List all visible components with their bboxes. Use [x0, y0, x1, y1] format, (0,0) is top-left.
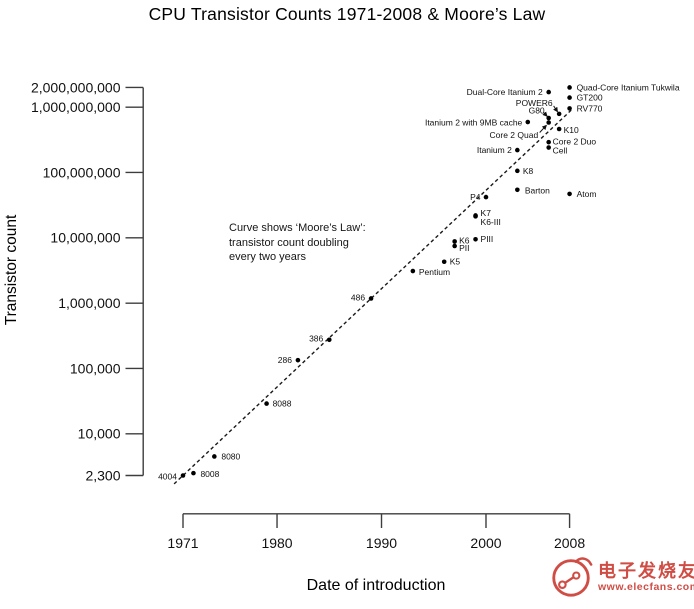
axes: 2,300 10,000 100,000 1,000,000 10,000,000 100…	[31, 79, 585, 551]
data-point	[180, 473, 186, 478]
data-point	[410, 268, 416, 274]
data-point	[191, 470, 196, 476]
annotation-line-1: Curve shows ‘Moore’s Law’:	[229, 222, 366, 234]
annotation-line-2: transistor count doubling	[229, 236, 349, 249]
point-label: K8	[523, 166, 534, 176]
point-label: 486	[351, 292, 365, 302]
data-point	[473, 214, 478, 219]
x-axis-title: Date of introduction	[306, 577, 446, 594]
y-tick-label: 2,300	[85, 467, 120, 483]
data-points	[180, 85, 572, 478]
x-tick-label: 2000	[470, 535, 501, 551]
point-label: K6	[459, 235, 470, 245]
data-point	[452, 239, 457, 244]
y-tick-label: 1,000,000,000	[31, 99, 121, 115]
data-point	[556, 126, 562, 132]
data-point	[368, 296, 374, 301]
point-label: Pentium	[419, 267, 450, 277]
point-label: RV770	[577, 103, 603, 113]
data-point	[546, 120, 551, 125]
data-point	[452, 243, 457, 249]
point-label: Barton	[525, 186, 550, 196]
watermark-url-text: www.elecfans.com	[598, 580, 694, 593]
watermark-texts: 电子发烧友 www.elecfans.com	[598, 560, 694, 593]
chart-title: CPU Transistor Counts 1971-2008 & Moore’…	[148, 4, 546, 24]
data-point	[567, 85, 572, 90]
data-point	[483, 194, 489, 200]
point-label: Core 2 Quad	[490, 130, 539, 140]
moore-law-curve	[173, 107, 574, 485]
point-label: G80	[529, 105, 545, 115]
point-label: GT200	[577, 93, 603, 103]
point-label: 8008	[200, 469, 219, 479]
data-point	[546, 115, 551, 121]
y-tick-label: 10,000,000	[50, 230, 120, 246]
point-label: K6-III	[481, 217, 501, 227]
y-tick-label: 1,000,000	[58, 295, 120, 311]
data-point	[556, 111, 562, 117]
data-point	[567, 95, 572, 100]
point-label: K7	[481, 208, 492, 218]
data-point	[567, 106, 572, 111]
x-tick-label: 2008	[554, 535, 585, 551]
point-label: 286	[278, 355, 292, 365]
x-tick-label: 1990	[366, 535, 397, 551]
elecfans-logo-icon	[552, 557, 593, 597]
data-point	[515, 187, 520, 193]
y-tick-label: 10,000	[78, 426, 121, 442]
label-arrow	[542, 111, 548, 117]
point-label: 4004	[158, 471, 177, 481]
point-label: P4	[470, 192, 481, 202]
point-label: PIII	[481, 234, 494, 244]
point-label: POWER6	[516, 98, 553, 108]
watermark-cn-text: 电子发烧友	[598, 560, 694, 581]
data-point	[515, 147, 520, 153]
data-point	[441, 259, 447, 265]
data-point	[212, 454, 217, 459]
point-label: Itanium 2	[477, 145, 512, 155]
y-tick-label: 100,000	[70, 360, 121, 376]
watermark: 电子发烧友 www.elecfans.com	[548, 554, 694, 600]
point-label: 8080	[221, 451, 240, 461]
point-label: K10	[564, 125, 579, 135]
point-label: K5	[450, 257, 461, 267]
data-point	[546, 139, 551, 145]
point-label: Atom	[577, 189, 597, 199]
y-tick-label: 2,000,000,000	[31, 79, 121, 95]
label-arrow	[539, 124, 547, 133]
data-point	[295, 357, 301, 363]
point-label: Itanium 2 with 9MB cache	[425, 117, 523, 127]
point-label: Cell	[553, 145, 568, 155]
data-point	[264, 401, 269, 406]
annotation-line-3: every two years	[229, 251, 307, 263]
data-point	[515, 168, 520, 174]
data-point	[525, 119, 531, 125]
point-label: 386	[309, 334, 323, 344]
point-label: PII	[459, 243, 469, 253]
point-label: Quad-Core Itanium Tukwila	[577, 82, 680, 92]
x-tick-label: 1980	[261, 535, 292, 551]
label-arrow	[553, 105, 558, 113]
y-tick-label: 100,000,000	[43, 164, 121, 180]
moore-law-annotation: Curve shows ‘Moore’s Law’: transistor co…	[229, 221, 366, 265]
y-axis-title: Transistor count	[3, 214, 20, 326]
x-tick-label: 1971	[167, 535, 198, 551]
moore-law-line	[173, 107, 574, 485]
data-point	[546, 145, 551, 150]
data-point	[473, 236, 478, 242]
data-point	[546, 89, 551, 95]
point-label: Core 2 Duo	[553, 137, 597, 147]
point-label: Dual-Core Itanium 2	[467, 87, 543, 97]
data-point	[567, 191, 572, 197]
point-label: 8088	[273, 398, 292, 408]
data-point	[326, 337, 332, 343]
